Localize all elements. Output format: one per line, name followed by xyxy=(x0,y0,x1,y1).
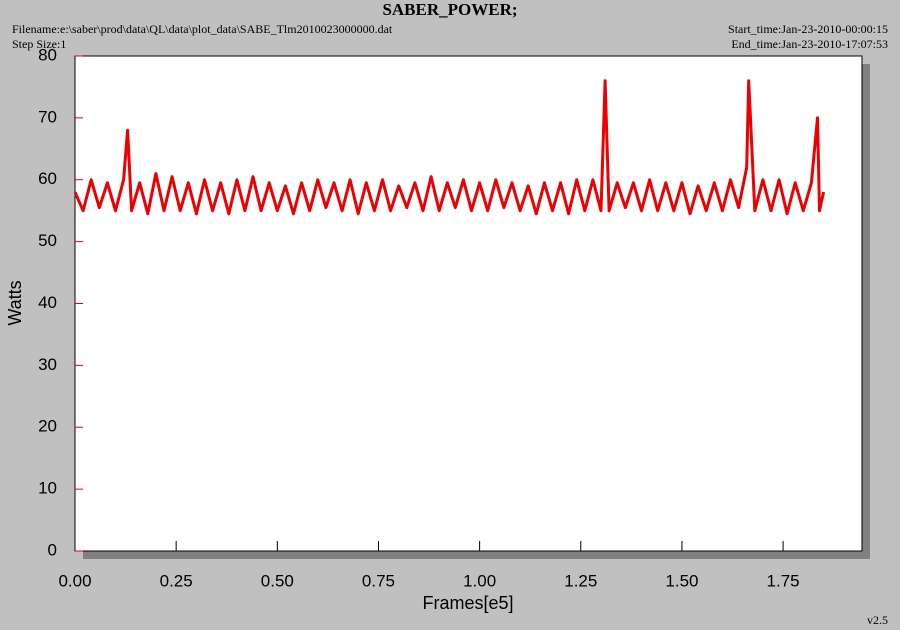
x-tick-label: 0.25 xyxy=(160,571,193,590)
start-time: Start_time:Jan-23-2010-00:00:15 xyxy=(728,22,888,36)
x-tick-label: 0.00 xyxy=(58,571,91,590)
chart-title: SABER_POWER; xyxy=(382,0,517,19)
filename: Filename:e:\saber\prod\data\QL\data\plot… xyxy=(12,22,393,36)
step-size: Step Size:1 xyxy=(12,37,66,51)
y-tick-label: 20 xyxy=(38,417,57,436)
x-tick-label: 1.50 xyxy=(665,571,698,590)
version: v2.5 xyxy=(867,613,888,627)
y-tick-label: 0 xyxy=(48,540,57,559)
end-time: End_time:Jan-23-2010-17:07:53 xyxy=(731,37,888,51)
y-tick-label: 70 xyxy=(38,107,57,126)
data-line xyxy=(73,79,826,216)
plot-area xyxy=(74,55,863,552)
y-tick-label: 30 xyxy=(38,355,57,374)
x-axis-label: Frames[e5] xyxy=(422,593,513,613)
y-tick-label: 10 xyxy=(38,479,57,498)
x-tick-label: 0.50 xyxy=(261,571,294,590)
y-tick-label: 40 xyxy=(38,293,57,312)
y-tick-label: 80 xyxy=(38,45,57,64)
x-tick-label: 0.75 xyxy=(362,571,395,590)
y-tick-label: 50 xyxy=(38,231,57,250)
x-tick-label: 1.25 xyxy=(564,571,597,590)
y-tick-label: 60 xyxy=(38,169,57,188)
x-tick-label: 1.00 xyxy=(463,571,496,590)
y-axis-label: Watts xyxy=(5,280,25,325)
x-tick-label: 1.75 xyxy=(767,571,800,590)
